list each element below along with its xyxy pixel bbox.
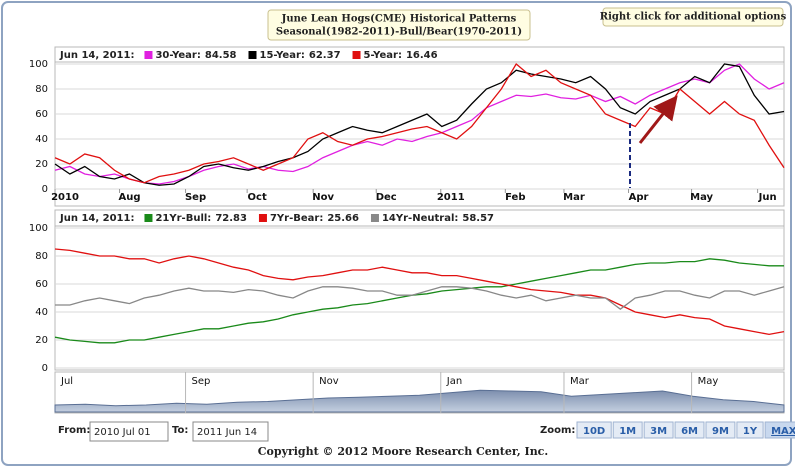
legend-value: 16.46 bbox=[406, 50, 438, 61]
zoom-button[interactable] bbox=[612, 421, 643, 439]
legend-swatch bbox=[370, 214, 379, 222]
legend-value: 84.58 bbox=[205, 50, 237, 61]
x-tick-label: Sep bbox=[185, 192, 206, 203]
subtitle: Seasonal(1982-2011)-Bull/Bear(1970-2011) bbox=[276, 27, 522, 38]
navigator-label: Nov bbox=[319, 376, 339, 387]
arrow bbox=[638, 95, 678, 144]
y-tick-label: 0 bbox=[42, 184, 48, 195]
series-line bbox=[55, 286, 785, 311]
from-value[interactable]: 2010 Jul 01 bbox=[94, 427, 151, 438]
zoom-button[interactable] bbox=[643, 421, 674, 439]
navigator-label: May bbox=[698, 376, 719, 387]
legend-value: 62.37 bbox=[309, 50, 341, 61]
legend-value: 25.66 bbox=[327, 213, 359, 224]
zoom-button-label[interactable]: MAX bbox=[771, 426, 795, 437]
legend-name: 14Yr-Neutral: bbox=[382, 213, 458, 224]
y-tick-label: 100 bbox=[29, 223, 48, 234]
legend-value: 72.83 bbox=[215, 213, 247, 224]
zoom-button-label[interactable]: 1M bbox=[619, 426, 636, 437]
zoom-button[interactable] bbox=[576, 421, 612, 439]
legend-swatch bbox=[258, 214, 267, 222]
y-tick-label: 60 bbox=[35, 279, 48, 290]
x-tick-label: 2011 bbox=[437, 192, 465, 203]
x-tick-label: Jun bbox=[758, 192, 777, 203]
y-tick-label: 100 bbox=[29, 59, 48, 70]
series-line bbox=[54, 258, 784, 344]
legend-name: 7Yr-Bear: bbox=[270, 213, 323, 224]
series-line bbox=[54, 248, 785, 336]
zoom-button[interactable] bbox=[674, 421, 705, 439]
legend-swatch bbox=[144, 51, 153, 59]
navigator-label: Jul bbox=[60, 376, 73, 387]
title: June Lean Hogs(CME) Historical Patterns bbox=[281, 14, 517, 25]
from-input[interactable] bbox=[89, 421, 169, 442]
zoom-button-label[interactable]: 10D bbox=[583, 426, 605, 437]
x-tick-label: Mar bbox=[563, 192, 585, 203]
title-box bbox=[267, 9, 531, 41]
zoom-button[interactable] bbox=[764, 421, 795, 439]
zoom-button[interactable] bbox=[705, 421, 736, 439]
to-label: To: bbox=[172, 425, 188, 436]
x-tick-label: Dec bbox=[376, 192, 397, 203]
to-value[interactable]: 2011 Jun 14 bbox=[197, 427, 257, 438]
x-tick-label: May bbox=[690, 192, 713, 203]
y-tick-label: 40 bbox=[35, 134, 48, 145]
legend-date: Jun 14, 2011: bbox=[59, 50, 134, 61]
legend-name: 30-Year: bbox=[155, 50, 200, 61]
navigator-label: Sep bbox=[192, 376, 211, 387]
x-tick-label: Feb bbox=[505, 192, 525, 203]
zoom-button[interactable] bbox=[736, 421, 764, 439]
top-panel bbox=[54, 46, 785, 207]
options-box[interactable] bbox=[602, 7, 784, 27]
legend-value: 58.57 bbox=[462, 213, 494, 224]
legend-swatch bbox=[144, 214, 153, 222]
x-tick-label: 2010 bbox=[51, 192, 79, 203]
y-tick-label: 20 bbox=[35, 159, 48, 170]
zoom-label: Zoom: bbox=[540, 425, 575, 436]
navigator-label: Mar bbox=[570, 376, 590, 387]
y-tick-label: 0 bbox=[42, 363, 48, 374]
legend-name: 15-Year: bbox=[260, 50, 305, 61]
copyright: Copyright © 2012 Moore Research Center, … bbox=[258, 445, 548, 458]
annotations bbox=[629, 95, 678, 188]
from-label: From: bbox=[58, 425, 90, 436]
legend-date: Jun 14, 2011: bbox=[59, 213, 134, 224]
zoom-button-label[interactable]: 3M bbox=[650, 426, 667, 437]
x-tick-label: Oct bbox=[248, 192, 267, 203]
zoom-button-label[interactable]: 6M bbox=[681, 426, 698, 437]
zoom-button-label[interactable]: 1Y bbox=[743, 426, 758, 437]
options-text[interactable]: Right click for additional options bbox=[600, 12, 787, 23]
legend-name: 21Yr-Bull: bbox=[155, 213, 211, 224]
series-line bbox=[54, 63, 785, 185]
y-tick-label: 80 bbox=[35, 251, 48, 262]
x-tick-label: Nov bbox=[312, 192, 334, 203]
legend-swatch bbox=[352, 51, 361, 59]
to-input[interactable] bbox=[192, 421, 269, 442]
bottom-panel bbox=[54, 209, 785, 371]
x-tick-label: Apr bbox=[629, 192, 649, 203]
navigator-area bbox=[54, 389, 785, 413]
legend-swatch bbox=[248, 51, 257, 59]
y-tick-label: 60 bbox=[35, 109, 48, 120]
y-tick-label: 80 bbox=[35, 84, 48, 95]
navigator-label: Jan bbox=[446, 376, 462, 387]
y-tick-label: 20 bbox=[35, 335, 48, 346]
legend-name: 5-Year: bbox=[364, 50, 402, 61]
zoom-button-label[interactable]: 9M bbox=[712, 426, 729, 437]
y-tick-label: 40 bbox=[35, 307, 48, 318]
x-tick-label: Aug bbox=[119, 192, 141, 203]
